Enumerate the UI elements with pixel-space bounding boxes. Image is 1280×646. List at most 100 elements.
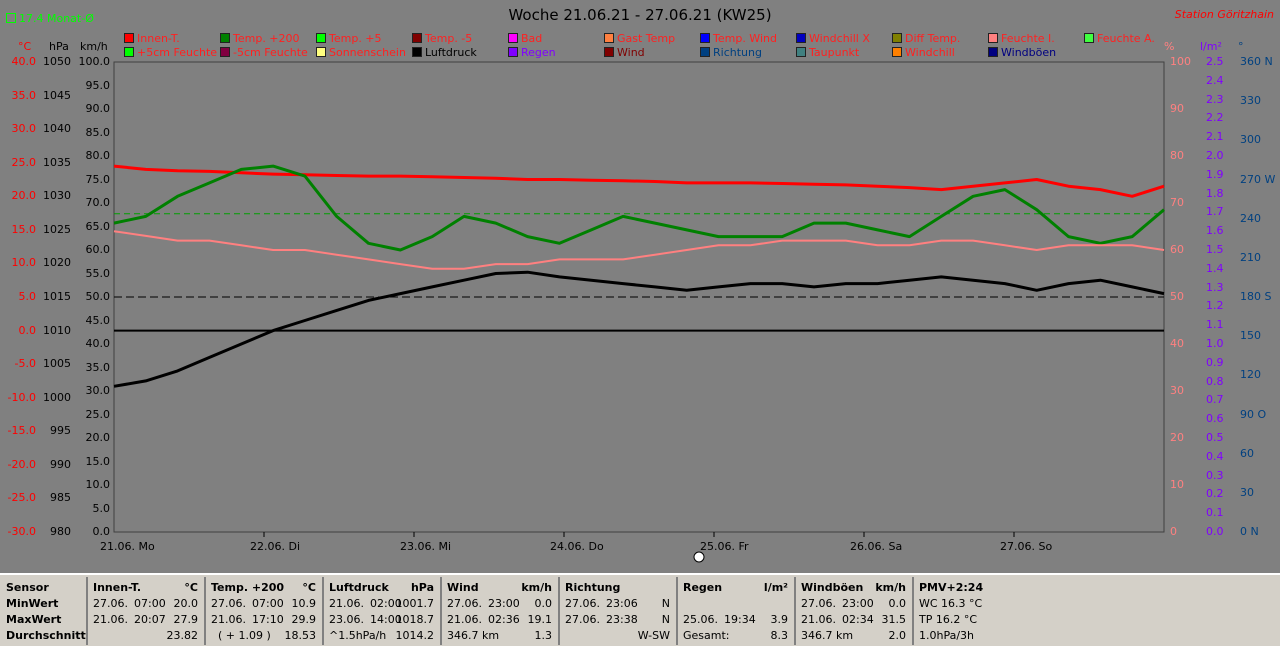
temp-axis-tick: 25.0	[11, 155, 37, 169]
rain-axis-tick: 1.5	[1206, 243, 1224, 256]
legend-item[interactable]: Luftdruck	[412, 46, 477, 59]
humidity-axis-tick: 30	[1170, 384, 1184, 397]
wind-min-date: 27.06.	[447, 597, 482, 610]
rain-axis-tick: 0.5	[1206, 431, 1224, 444]
legend-item[interactable]: Innen-T.	[124, 32, 180, 45]
legend-item[interactable]: Taupunkt	[796, 46, 859, 59]
pressure-axis-tick: 1000	[43, 390, 71, 404]
legend-swatch	[316, 33, 326, 43]
wind-axis-tick: 20.0	[85, 431, 111, 444]
direction-axis-tick: 30	[1240, 485, 1254, 499]
legend-label: Temp. +200	[233, 32, 300, 45]
x-axis-label: 23.06. Mi	[400, 540, 451, 553]
direction-axis-tick: 330	[1240, 94, 1261, 108]
legend-item[interactable]: Temp. +5	[316, 32, 382, 45]
legend-item[interactable]: Temp. -5	[412, 32, 472, 45]
wind-axis-tick: 60.0	[85, 243, 111, 256]
rain-axis-tick: 0.9	[1206, 355, 1224, 369]
druck-min-date: 21.06.	[329, 597, 364, 610]
temp200-unit: °C	[302, 581, 316, 594]
innen-min: 20.0	[173, 597, 199, 610]
legend-item[interactable]: Temp. Wind	[700, 32, 777, 45]
pressure-axis-tick: 995	[50, 424, 71, 438]
monthly-average[interactable]: 17.4 Monat-Ø	[6, 12, 94, 25]
legend-item[interactable]: Windchill	[892, 46, 955, 59]
wind-axis-tick: 65.0	[85, 219, 111, 233]
legend-label: -5cm Feuchte	[233, 46, 308, 59]
legend-label: +5cm Feuchte	[137, 46, 218, 59]
legend-item[interactable]: Windböen	[988, 46, 1056, 59]
wind-axis-tick: 90.0	[85, 102, 111, 115]
humidity-axis-tick: 40	[1170, 337, 1184, 350]
temp200-title: Temp. +200	[211, 581, 285, 594]
regen-max: 3.9	[770, 613, 789, 626]
legend-label: Temp. +5	[329, 32, 382, 45]
legend-label: Temp. Wind	[713, 32, 777, 45]
temp200-avg-extra: ( + 1.09 )	[218, 629, 271, 642]
legend-label: Feuchte A.	[1097, 32, 1155, 45]
legend-label: Richtung	[713, 46, 762, 59]
temp-axis-tick: -10.0	[7, 390, 36, 404]
monthly-average-checkbox[interactable]	[6, 13, 16, 23]
pressure-axis-tick: 1035	[43, 155, 71, 169]
legend-item[interactable]: Richtung	[700, 46, 762, 59]
legend-item[interactable]: Windchill X	[796, 32, 870, 45]
legend-label: Diff Temp.	[905, 32, 961, 45]
direction-axis-tick: 60	[1240, 446, 1254, 460]
temp200-max-time: 17:10	[252, 613, 284, 626]
series-line	[113, 230, 1165, 270]
cursor-handle[interactable]	[693, 551, 705, 563]
rain-axis-tick: 0.0	[1206, 525, 1224, 538]
temp-axis-tick: 15.0	[11, 222, 37, 236]
rain-axis-tick: 1.9	[1206, 167, 1224, 181]
legend-item[interactable]: Diff Temp.	[892, 32, 960, 45]
legend-swatch	[796, 33, 806, 43]
legend-item[interactable]: Temp. +200	[220, 32, 300, 45]
rain-axis-tick: 0.4	[1206, 449, 1224, 463]
wind-axis-tick: 50.0	[85, 290, 111, 303]
direction-axis-tick: 150	[1240, 329, 1261, 343]
legend-item[interactable]: -5cm Feuchte	[220, 46, 308, 59]
temp-axis-tick: -15.0	[7, 424, 36, 438]
stats-regen: Regen l/m² 25.06. 19:34 3.9 Gesamt: 8.3	[678, 577, 796, 645]
station-label: Station Göritzhain	[1174, 8, 1274, 21]
rain-axis-tick: 0.1	[1206, 506, 1224, 520]
wind-axis-tick: 5.0	[92, 501, 111, 515]
wind-axis-tick: 100.0	[78, 55, 111, 68]
regen-total: 8.3	[770, 629, 789, 642]
series-line	[113, 164, 1165, 198]
richtung-max: N	[661, 613, 670, 626]
wind-axis-tick: 35.0	[85, 360, 111, 374]
druck-title: Luftdruck	[329, 581, 389, 594]
legend-item[interactable]: +5cm Feuchte	[124, 46, 217, 59]
legend-label: Gast Temp	[617, 32, 676, 45]
richtung-avg: W-SW	[637, 629, 670, 642]
legend-item[interactable]: Wind	[604, 46, 645, 59]
humidity-axis-tick: 90	[1170, 102, 1184, 115]
legend-item[interactable]: Feuchte A.	[1084, 32, 1155, 45]
innen-max-time: 20:07	[134, 613, 166, 626]
pressure-axis-tick: 985	[50, 491, 71, 505]
legend-item[interactable]: Feuchte I.	[988, 32, 1055, 45]
legend-item[interactable]: Sonnenschein	[316, 46, 406, 59]
legend-swatch	[892, 33, 902, 43]
richtung-max-time: 23:38	[606, 613, 638, 626]
legend-swatch	[988, 47, 998, 57]
druck-unit: hPa	[410, 581, 434, 594]
temp200-min: 10.9	[291, 597, 317, 610]
x-axis-label: 25.06. Fr	[700, 540, 749, 553]
legend-item[interactable]: Regen	[508, 46, 556, 59]
wind-avg-extra: 346.7 km	[447, 629, 500, 642]
legend-item[interactable]: Gast Temp	[604, 32, 675, 45]
legend-item[interactable]: Bad	[508, 32, 542, 45]
pressure-axis-tick: 1040	[43, 122, 71, 136]
wind-axis-tick: 40.0	[85, 337, 111, 350]
direction-axis-tick: 210	[1240, 250, 1261, 264]
pressure-axis-tick: 1030	[43, 189, 71, 203]
series-line	[113, 270, 1165, 388]
rain-axis-tick: 0.7	[1206, 393, 1224, 407]
wind-axis-tick: 75.0	[85, 172, 111, 186]
stats-innen: Innen-T. °C 27.06. 07:00 20.0 21.06. 20:…	[88, 577, 206, 645]
rain-axis-tick: 1.1	[1206, 318, 1224, 332]
pressure-axis-tick: 1050	[43, 55, 71, 68]
